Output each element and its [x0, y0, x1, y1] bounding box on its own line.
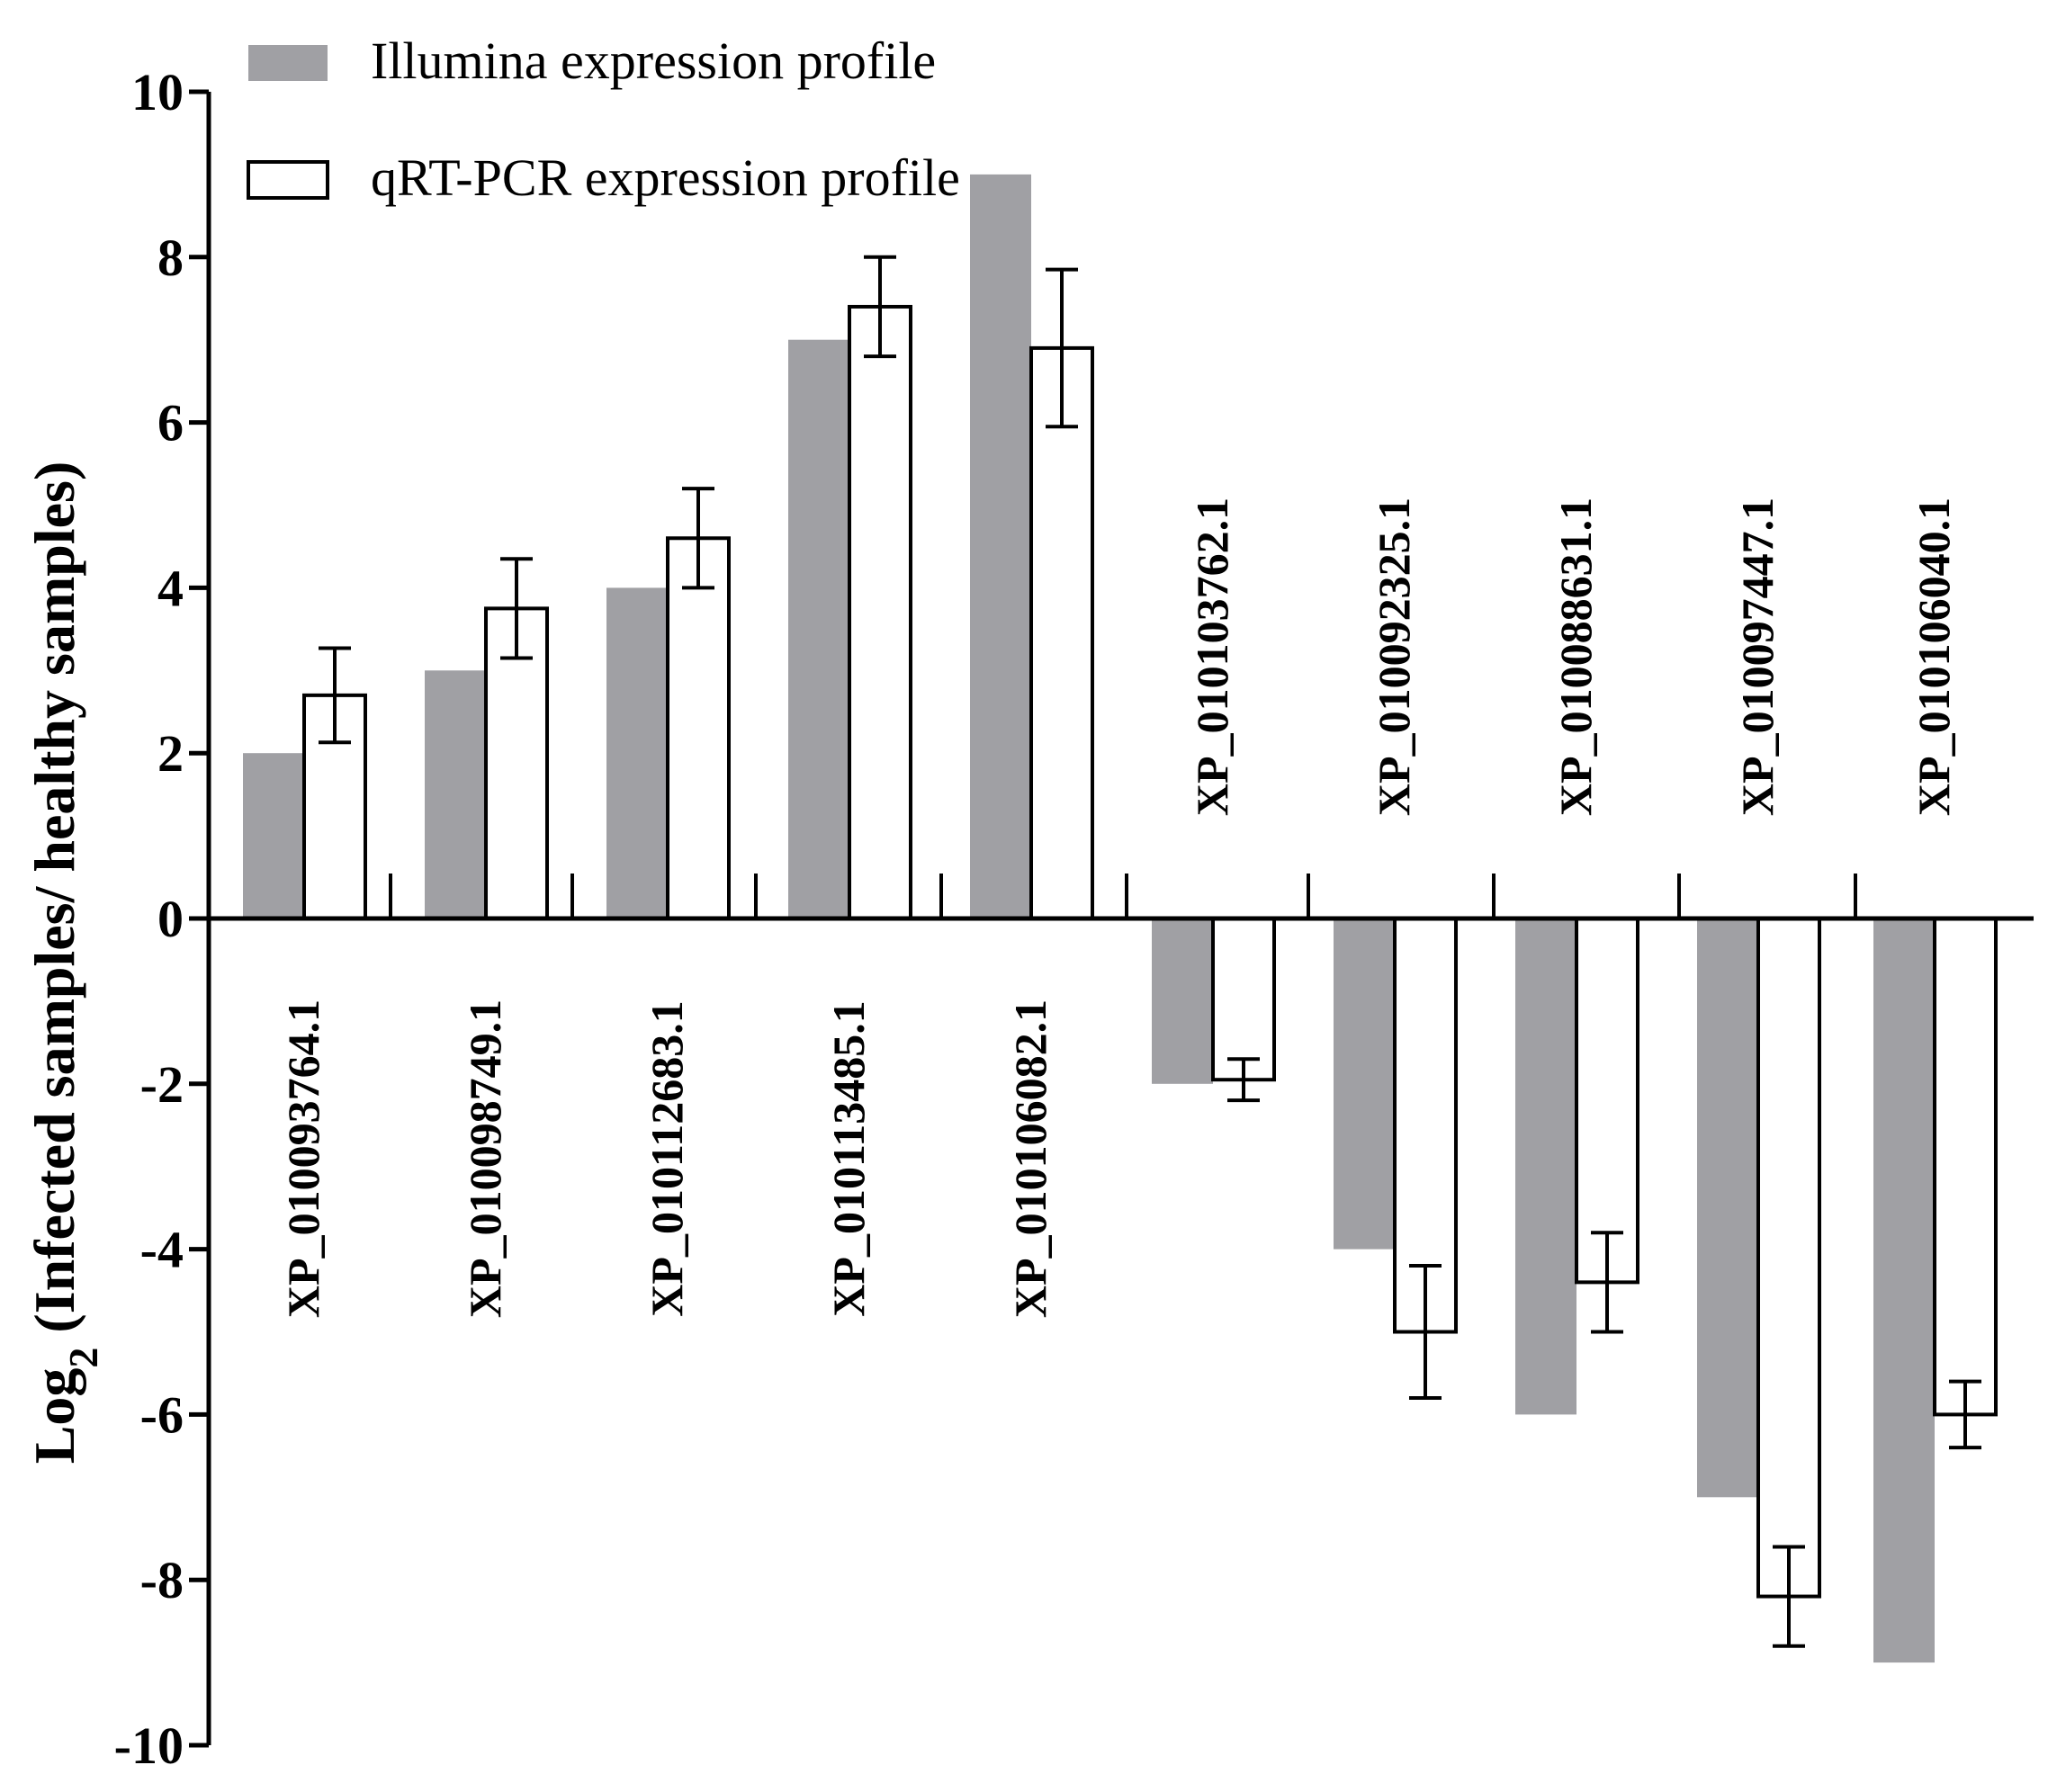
- bar-qrtpcr: [666, 536, 731, 920]
- bar-illumina: [243, 753, 304, 918]
- bar-qrtpcr: [1933, 917, 1998, 1417]
- bar-qrtpcr: [848, 304, 912, 920]
- category-label: XP_010112683.1: [642, 1000, 692, 1316]
- bar-qrtpcr: [1756, 917, 1821, 1599]
- bar-illumina: [1152, 918, 1213, 1084]
- y-tick-label: 6: [157, 394, 184, 452]
- category-label-group: XP_010088631.1: [1550, 497, 1601, 816]
- category-label-group: XP_010112683.1: [642, 1000, 692, 1316]
- bar-qrtpcr: [1211, 917, 1276, 1082]
- category-label-group: XP_010106082.1: [1005, 999, 1055, 1318]
- category-label: XP_010098749.1: [460, 999, 510, 1318]
- y-tick-label: -2: [140, 1055, 184, 1114]
- legend-label-illumina: Illumina expression profile: [371, 31, 936, 90]
- y-tick-label: -10: [114, 1716, 184, 1775]
- category-label-group: XP_010097447.1: [1732, 497, 1783, 816]
- category-label-group: XP_010098749.1: [460, 999, 510, 1318]
- bar-illumina: [788, 339, 849, 918]
- y-tick-label: 2: [157, 724, 184, 783]
- category-label: XP_010106082.1: [1005, 999, 1055, 1318]
- legend-swatch-qrtpcr: [247, 160, 329, 200]
- bar-illumina: [1873, 918, 1935, 1663]
- y-tick-label: -4: [140, 1221, 184, 1279]
- y-tick-label: 0: [157, 890, 184, 948]
- y-tick-label: 10: [131, 63, 184, 121]
- y-tick-label: 4: [157, 559, 184, 617]
- legend-swatch-illumina: [248, 45, 328, 81]
- bar-illumina: [425, 670, 486, 918]
- category-label-group: XP_010106040.1: [1909, 497, 1959, 816]
- category-label: XP_010106040.1: [1909, 497, 1959, 816]
- bar-illumina: [1334, 918, 1395, 1250]
- plot-area: 10 8 6 4 2 0 -2 -4 -6 -8 -10 XP_010093764.1 XP_01009…: [114, 63, 2034, 1775]
- y-tick-label: -6: [140, 1385, 184, 1444]
- legend: Illumina expression profile qRT-PCR expr…: [247, 31, 960, 207]
- category-label-group: XP_010103762.1: [1187, 497, 1237, 816]
- y-tick-label: 8: [157, 228, 184, 287]
- category-label: XP_010103762.1: [1187, 497, 1237, 816]
- y-axis-label: Log2 (Infected samples/ healthy samples): [22, 461, 106, 1465]
- category-label-group: XP_010092325.1: [1369, 497, 1419, 816]
- y-tick-label: -8: [140, 1551, 184, 1609]
- category-label: XP_010092325.1: [1369, 497, 1419, 816]
- category-label-group: XP_010093764.1: [278, 999, 328, 1318]
- category-label-group: XP_010113485.1: [823, 1000, 874, 1316]
- bar-qrtpcr: [1575, 917, 1639, 1285]
- bar-illumina: [970, 174, 1031, 918]
- svg-text:Log2 (Infected samples/ health: Log2 (Infected samples/ healthy samples): [22, 461, 106, 1465]
- bar-qrtpcr: [1393, 917, 1458, 1334]
- category-label: XP_010088631.1: [1550, 497, 1601, 816]
- bar-qrtpcr: [1029, 345, 1094, 920]
- legend-label-qrtpcr: qRT-PCR expression profile: [371, 148, 960, 207]
- bar-illumina: [1515, 918, 1576, 1415]
- category-label: XP_010097447.1: [1732, 497, 1783, 816]
- bar-illumina: [1697, 918, 1758, 1498]
- bar-illumina: [606, 587, 668, 918]
- category-label: XP_010113485.1: [823, 1000, 874, 1316]
- category-label: XP_010093764.1: [278, 999, 328, 1318]
